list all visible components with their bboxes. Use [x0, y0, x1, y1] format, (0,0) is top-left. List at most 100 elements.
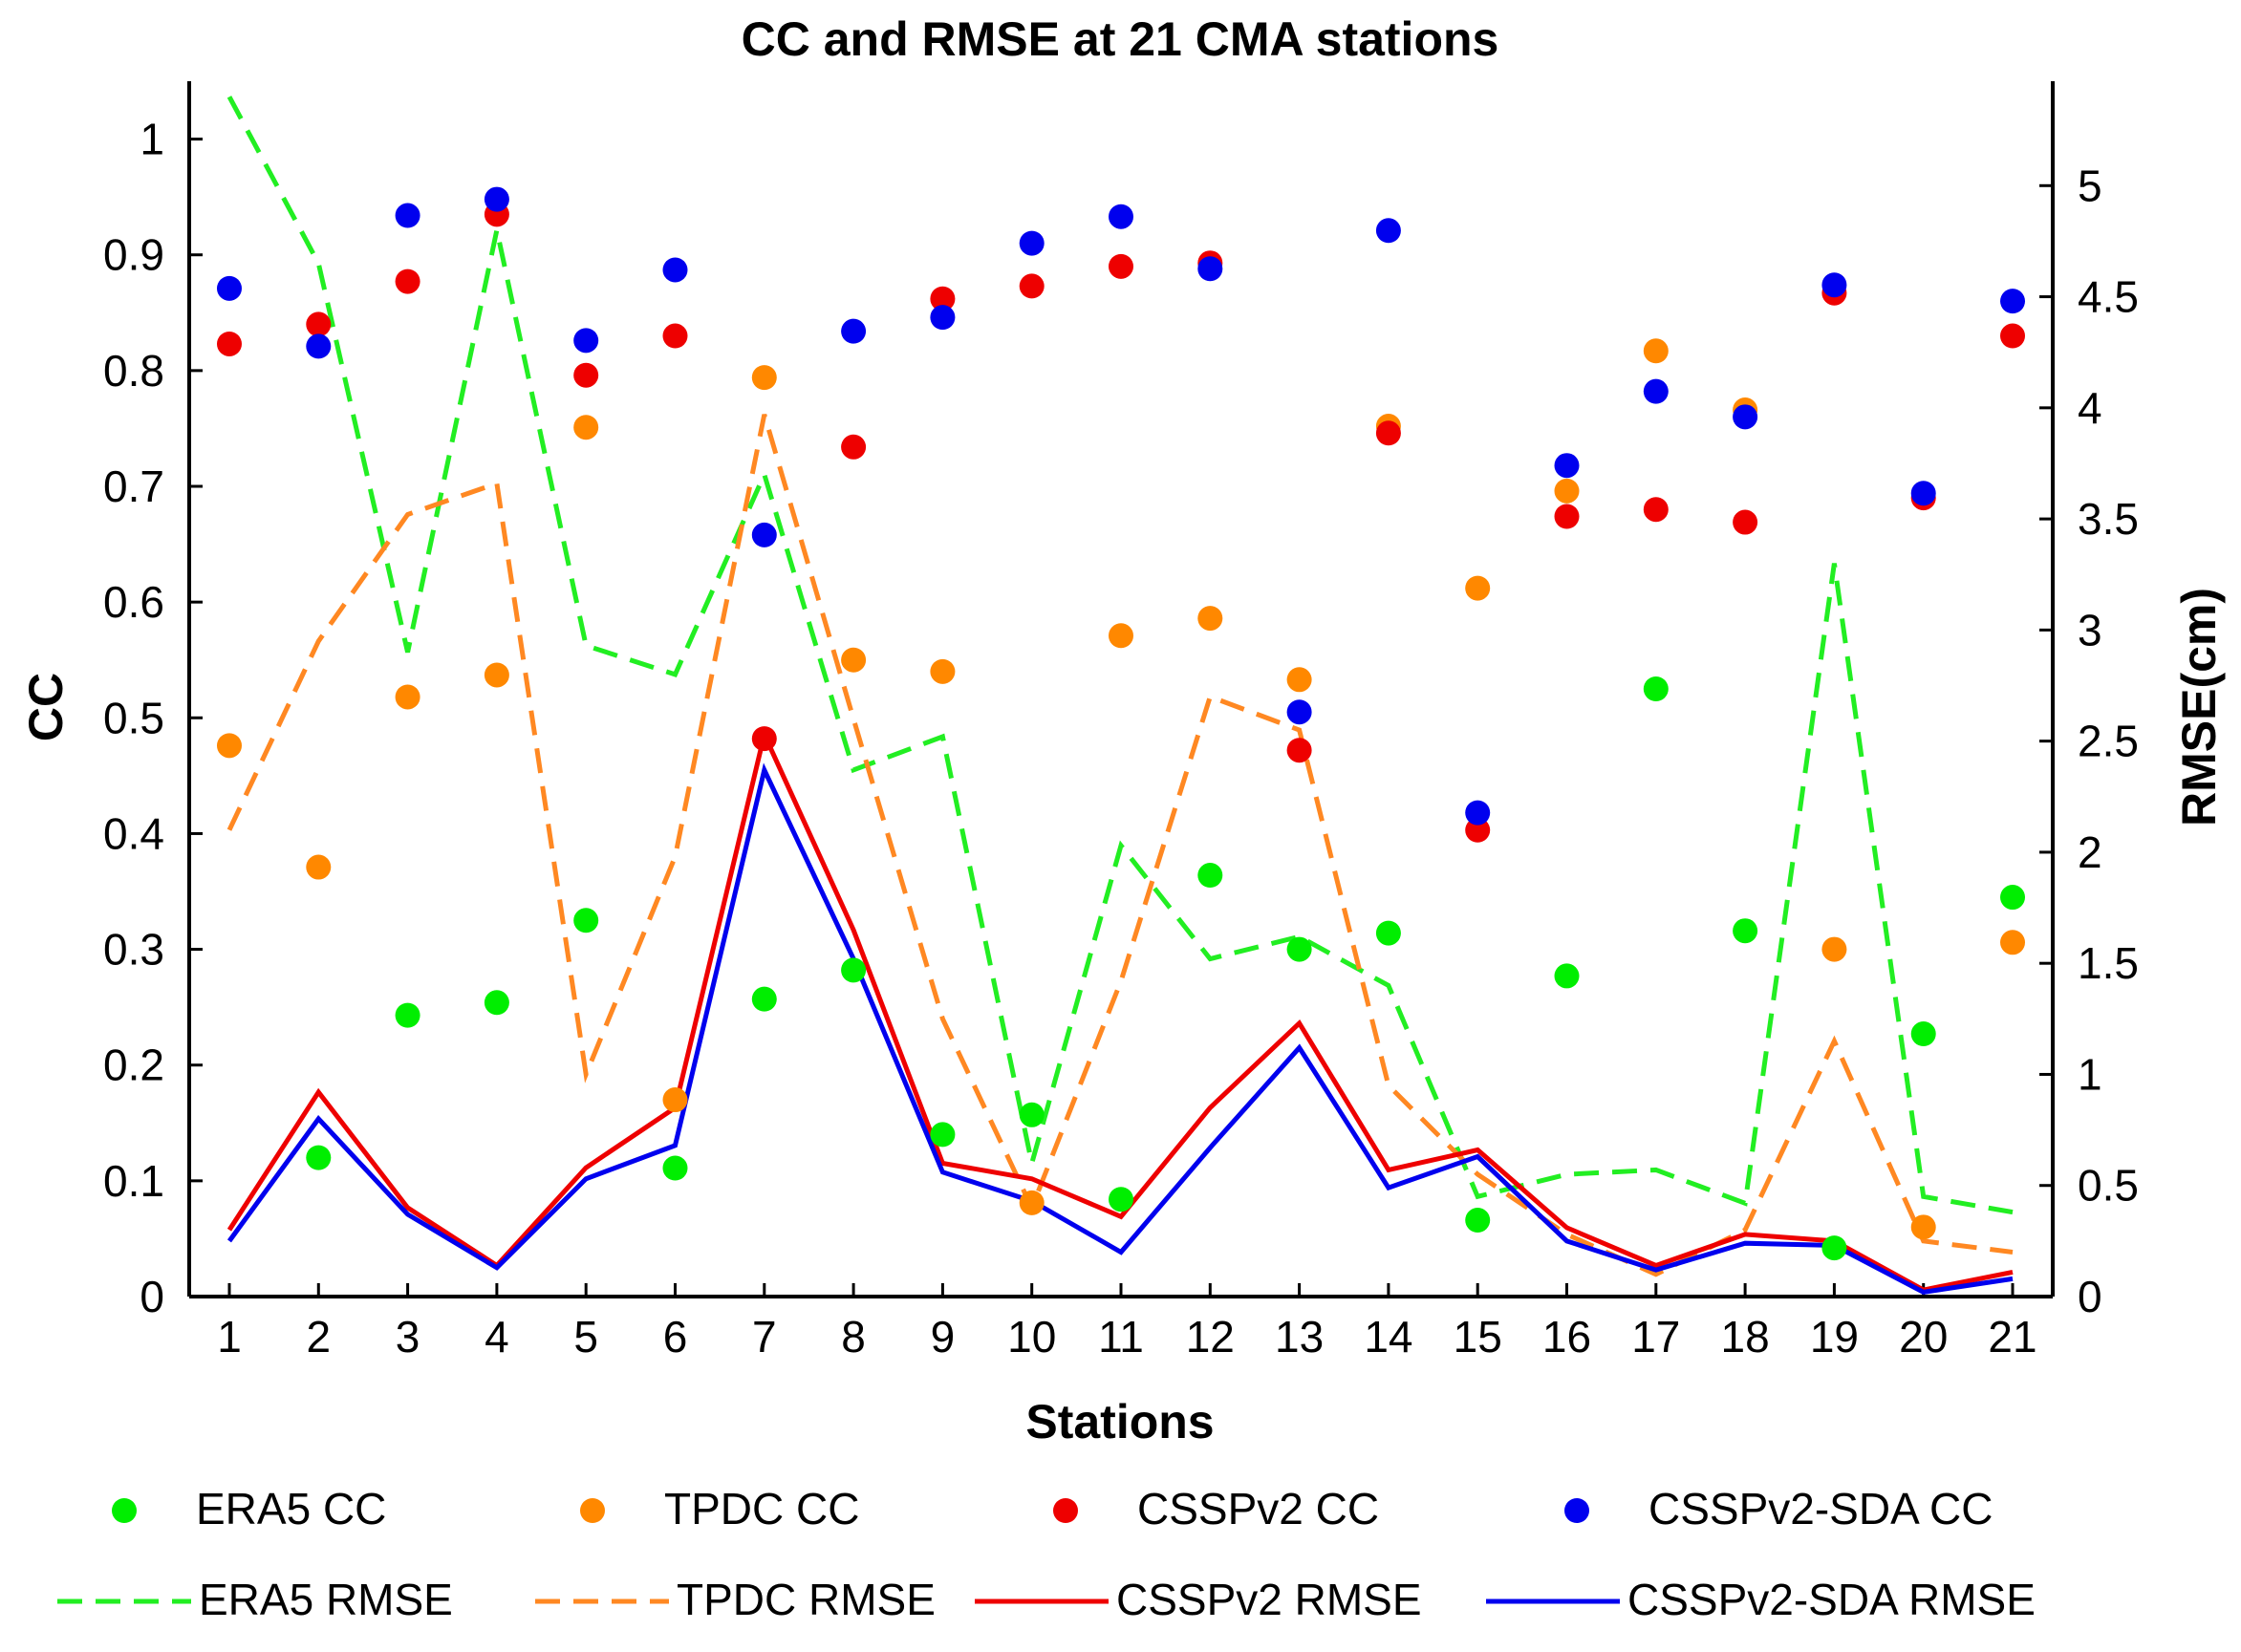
- right-tick-label: 4.5: [2078, 272, 2139, 322]
- point-csspv2-cc: [306, 311, 332, 337]
- point-csspv2-cc: [216, 331, 242, 356]
- point-tpdc-cc: [1643, 338, 1669, 364]
- point-era5-cc: [395, 1002, 420, 1028]
- x-tick-label: 4: [485, 1312, 509, 1362]
- point-era5-cc: [1910, 1021, 1936, 1047]
- right-axis-title: RMSE(cm): [2172, 588, 2226, 826]
- legend-marker-csspv2-sda-cc: [1564, 1498, 1589, 1523]
- x-tick-label: 7: [752, 1312, 777, 1362]
- point-csspv2-sda-cc: [1821, 272, 1847, 298]
- point-csspv2-cc: [1643, 497, 1669, 523]
- point-csspv2-sda-cc: [573, 328, 599, 354]
- legend-label-csspv2-cc: CSSPv2 CC: [1137, 1484, 1379, 1534]
- point-csspv2-sda-cc: [1197, 256, 1223, 282]
- point-csspv2-cc: [841, 434, 867, 460]
- left-tick-label: 0.5: [103, 693, 164, 742]
- point-tpdc-cc: [1286, 667, 1312, 693]
- point-era5-cc: [1286, 936, 1312, 962]
- point-csspv2-cc: [1465, 817, 1491, 843]
- legend-label-csspv2-sda-cc: CSSPv2-SDA CC: [1648, 1484, 1993, 1534]
- point-tpdc-cc: [841, 647, 867, 673]
- point-era5-cc: [306, 1145, 332, 1170]
- legend-label-csspv2-rmse: CSSPv2 RMSE: [1116, 1575, 1422, 1624]
- right-tick-label: 4: [2078, 383, 2102, 433]
- x-tick-label: 21: [1988, 1312, 2036, 1362]
- x-tick-label: 12: [1186, 1312, 1235, 1362]
- point-csspv2-sda-cc: [841, 318, 867, 344]
- point-era5-cc: [573, 908, 599, 933]
- point-csspv2-sda-cc: [2000, 289, 2026, 314]
- point-csspv2-cc: [573, 362, 599, 388]
- left-tick-label: 0.4: [103, 808, 164, 858]
- point-csspv2-sda-cc: [306, 333, 332, 359]
- point-csspv2-sda-cc: [1286, 699, 1312, 725]
- left-tick-label: 0.6: [103, 577, 164, 627]
- point-csspv2-cc: [662, 323, 688, 349]
- point-csspv2-cc: [1019, 273, 1045, 299]
- x-tick-label: 10: [1007, 1312, 1056, 1362]
- point-tpdc-cc: [1554, 478, 1580, 504]
- rmse-lines: [226, 96, 2014, 1295]
- x-tick-label: 15: [1454, 1312, 1502, 1362]
- point-csspv2-sda-cc: [484, 186, 509, 212]
- x-tick-label: 13: [1275, 1312, 1324, 1362]
- right-tick-label: 1.5: [2078, 938, 2139, 988]
- point-csspv2-cc: [1733, 509, 1758, 535]
- legend-marker-era5-cc: [112, 1498, 137, 1523]
- point-tpdc-cc: [484, 662, 509, 688]
- point-csspv2-sda-cc: [1375, 218, 1401, 244]
- right-tick-label: 1: [2078, 1049, 2102, 1099]
- x-tick-label: 2: [306, 1312, 331, 1362]
- point-tpdc-cc: [1910, 1214, 1936, 1240]
- legend-marker-csspv2-cc: [1053, 1498, 1078, 1523]
- point-tpdc-cc: [395, 684, 420, 710]
- legend-label-csspv2-sda-rmse: CSSPv2-SDA RMSE: [1627, 1575, 2036, 1624]
- x-tick-label: 14: [1364, 1312, 1412, 1362]
- point-csspv2-sda-cc: [395, 203, 420, 228]
- point-tpdc-cc: [216, 733, 242, 759]
- point-csspv2-cc: [395, 268, 420, 294]
- left-tick-label: 1: [140, 115, 164, 164]
- x-tick-label: 16: [1542, 1312, 1591, 1362]
- point-csspv2-cc: [930, 286, 956, 311]
- legend-label-tpdc-cc: TPDC CC: [664, 1484, 859, 1534]
- point-tpdc-cc: [1109, 623, 1133, 649]
- axes: 1 2 3 4 5 6 7 8 9 10 11 12 13 14 15 16 17 18 19 20 2100.10.2…: [103, 81, 2139, 1362]
- point-csspv2-cc: [1286, 738, 1312, 763]
- x-tick-label: 1: [217, 1312, 242, 1362]
- point-csspv2-sda-cc: [751, 522, 777, 547]
- point-csspv2-cc: [1109, 253, 1133, 279]
- point-tpdc-cc: [1197, 606, 1223, 632]
- point-era5-cc: [1554, 963, 1580, 989]
- left-tick-label: 0: [140, 1272, 164, 1321]
- right-tick-label: 2: [2078, 827, 2102, 877]
- cc-points: [216, 186, 2026, 1261]
- left-tick-label: 0.8: [103, 346, 164, 396]
- point-tpdc-cc: [573, 415, 599, 440]
- x-tick-label: 20: [1899, 1312, 1948, 1362]
- point-tpdc-cc: [930, 658, 956, 684]
- x-axis-title: Stations: [1025, 1395, 1214, 1448]
- point-tpdc-cc: [662, 1087, 688, 1113]
- right-tick-label: 3: [2078, 605, 2102, 654]
- x-tick-label: 17: [1631, 1312, 1680, 1362]
- x-tick-label: 5: [573, 1312, 598, 1362]
- chart-title: CC and RMSE at 21 CMA stations: [742, 12, 1499, 66]
- left-tick-label: 0.3: [103, 925, 164, 975]
- point-csspv2-sda-cc: [1019, 230, 1045, 256]
- point-tpdc-cc: [1821, 936, 1847, 962]
- x-tick-label: 6: [663, 1312, 688, 1362]
- right-tick-label: 5: [2078, 161, 2102, 210]
- point-csspv2-sda-cc: [662, 257, 688, 283]
- point-era5-cc: [1109, 1187, 1133, 1212]
- point-era5-cc: [662, 1155, 688, 1181]
- x-tick-label: 11: [1098, 1312, 1144, 1362]
- x-tick-label: 3: [396, 1312, 420, 1362]
- line-csspv2-sda-rmse: [226, 762, 2014, 1295]
- point-era5-cc: [1197, 863, 1223, 889]
- left-tick-label: 0.2: [103, 1041, 164, 1090]
- point-era5-cc: [1465, 1208, 1491, 1234]
- point-tpdc-cc: [751, 365, 777, 391]
- x-tick-label: 19: [1810, 1312, 1859, 1362]
- x-tick-label: 9: [931, 1312, 956, 1362]
